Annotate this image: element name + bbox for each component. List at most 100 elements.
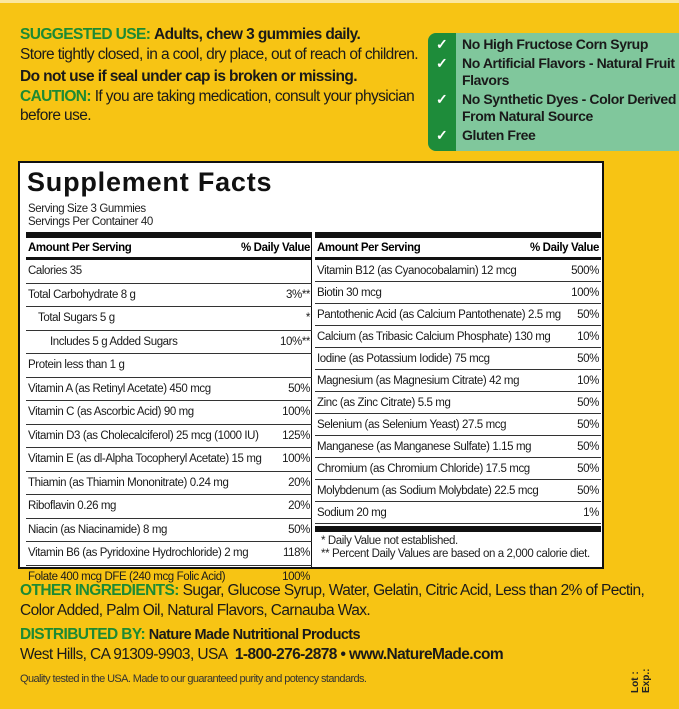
claim-item: ✓ No Artificial Flavors - Natural Fruit F… [428,55,679,89]
daily-value: 50% [288,382,310,395]
amount-header: Amount Per Serving [28,241,132,254]
claims-list: ✓ No High Fructose Corn Syrup ✓ No Artifici… [428,36,679,146]
nutrient-name: Biotin 30 mcg [317,286,382,299]
daily-value: 118% [283,547,310,560]
daily-value: 100% [282,453,310,466]
check-icon: ✓ [436,91,448,107]
nutrient-name: Vitamin B6 (as Pyridoxine Hydrochloride)… [28,547,249,560]
nutrient-name: Riboflavin 0.26 mg [28,500,117,513]
nutrient-name: Total Carbohydrate 8 g [28,288,136,301]
daily-value: 50% [577,484,599,497]
nutrient-row: Biotin 30 mcg 100% [315,282,601,304]
daily-value: 125% [282,429,310,442]
nutrient-name: Vitamin E (as dl-Alpha Tocopheryl Acetat… [28,453,262,466]
daily-value: 50% [577,352,599,365]
nutrient-name: Chromium (as Chromium Chloride) 17.5 mcg [317,462,530,475]
facts-right-column: Amount Per Serving % Daily Value Vitamin … [315,232,601,561]
nutrient-name: Molybdenum (as Sodium Molybdate) 22.5 mc… [317,484,539,497]
claims-box: ✓ No High Fructose Corn Syrup ✓ No Artifici… [428,33,679,151]
nutrient-name: Total Sugars 5 g [38,312,115,325]
facts-title: Supplement Facts [27,167,273,197]
daily-value: 1% [583,506,599,519]
suggested-use-label: SUGGESTED USE: [20,26,151,43]
seal-warning: Do not use if seal under cap is broken o… [20,68,358,85]
daily-value: 20% [288,476,310,489]
nutrient-row: Niacin (as Niacinamide) 8 mg 50% [26,519,312,542]
nutrient-row: Total Sugars 5 g * [26,307,312,331]
nutrient-row: Total Carbohydrate 8 g 3%** [26,284,312,307]
nutrient-name: Selenium (as Selenium Yeast) 27.5 mcg [317,418,507,431]
bullet: • [340,646,346,663]
nutrient-row: Vitamin A (as Retinyl Acetate) 450 mcg 50… [26,378,312,401]
daily-value: * [305,312,310,325]
nutrient-name: Zinc (as Zinc Citrate) 5.5 mg [317,396,451,409]
storage-text: Store tightly closed, in a cool, dry pla… [20,45,419,63]
claim-item: ✓ No Synthetic Dyes - Color Derived From … [428,91,679,125]
nutrient-row: Selenium (as Selenium Yeast) 27.5 mcg 50% [315,414,601,436]
nutrient-name: Niacin (as Niacinamide) 8 mg [28,523,167,536]
dv-header: % Daily Value [241,241,310,254]
lot-exp: Lot : Exp.: [630,669,652,693]
servings-per-container: Servings Per Container 40 [28,216,153,228]
claim-text: Gluten Free [462,127,536,143]
nutrient-row: Calcium (as Tribasic Calcium Phosphate) … [315,326,601,348]
dv-header: % Daily Value [530,241,599,254]
nutrient-row: Folate 400 mcg DFE (240 mcg Folic Acid) 1… [26,566,312,590]
daily-value: 50% [577,308,599,321]
nutrient-row: Pantothenic Acid (as Calcium Pantothenat… [315,304,601,326]
nutrient-row: Calories 35 [26,260,312,284]
nutrient-name: Vitamin C (as Ascorbic Acid) 90 mg [28,406,194,419]
nutrient-name: Calories 35 [28,265,82,278]
serving-size: Serving Size 3 Gummies [28,203,146,215]
website-link[interactable]: www.NatureMade.com [349,646,504,663]
check-icon: ✓ [436,127,448,143]
daily-value: 50% [577,396,599,409]
suggested-use-text: Adults, chew 3 gummies daily. [153,26,361,43]
daily-value: 50% [577,462,599,475]
nutrient-row: Thiamin (as Thiamin Mononitrate) 0.24 mg… [26,472,312,495]
other-ingredients-label: OTHER INGREDIENTS: [20,582,179,599]
daily-value: 20% [288,500,310,513]
ingredients-section: OTHER INGREDIENTS: Sugar, Glucose Syrup,… [20,581,660,665]
company-name: Nature Made Nutritional Products [148,627,361,643]
nutrient-row: Vitamin B12 (as Cyanocobalamin) 12 mcg 50… [315,260,601,282]
daily-value: 10% [577,330,599,343]
nutrient-row: Vitamin B6 (as Pyridoxine Hydrochloride)… [26,542,312,566]
daily-value: 100% [282,571,310,584]
quality-statement: Quality tested in the USA. Made to our g… [20,673,367,685]
daily-value: 50% [288,523,310,536]
nutrient-name: Calcium (as Tribasic Calcium Phosphate) … [317,330,551,343]
daily-value: 3%** [286,288,310,301]
nutrient-row: Manganese (as Manganese Sulfate) 1.15 mg… [315,436,601,458]
claims-strip [428,33,456,151]
nutrient-name: Vitamin D3 (as Cholecalciferol) 25 mcg (… [28,429,259,442]
distributed-by-label: DISTRIBUTED BY: [20,626,146,643]
nutrient-name: Magnesium (as Magnesium Citrate) 42 mg [317,374,520,387]
supplement-facts-panel: Supplement Facts Serving Size 3 Gummies … [18,161,604,583]
nutrient-name: Pantothenic Acid (as Calcium Pantothenat… [317,308,561,321]
daily-value: 100% [571,286,599,299]
nutrient-name: Iodine (as Potassium Iodide) 75 mcg [317,352,490,365]
check-icon: ✓ [436,36,448,52]
nutrient-row: Vitamin E (as dl-Alpha Tocopheryl Acetat… [26,448,312,472]
nutrient-row: Vitamin C (as Ascorbic Acid) 90 mg 100% [26,401,312,425]
nutrient-row: Vitamin D3 (as Cholecalciferol) 25 mcg (… [26,425,312,448]
daily-value: 500% [571,264,599,277]
claim-text: No Artificial Flavors - Natural Fruit Fl… [462,55,675,88]
claim-text: No High Fructose Corn Syrup [462,36,648,52]
facts-header: Amount Per Serving % Daily Value [26,232,312,260]
nutrient-name: Protein less than 1 g [28,359,125,372]
daily-value: 10%** [280,335,310,348]
daily-value: 100% [282,406,310,419]
facts-left-column: Amount Per Serving % Daily Value Calories… [26,232,312,589]
nutrient-name: Vitamin B12 (as Cyanocobalamin) 12 mcg [317,264,517,277]
nutrient-row: Includes 5 g Added Sugars 10%** [26,331,312,354]
nutrient-name: Manganese (as Manganese Sulfate) 1.15 mg [317,440,532,453]
claim-text: No Synthetic Dyes - Color Derived From N… [462,91,676,124]
column-divider [311,232,312,567]
usage-section: SUGGESTED USE: Adults, chew 3 gummies da… [20,25,420,126]
lot-label: Lot : [630,671,641,693]
phone: 1-800-276-2878 [234,646,338,663]
nutrient-name: Folate 400 mcg DFE (240 mcg Folic Acid) [28,571,226,584]
